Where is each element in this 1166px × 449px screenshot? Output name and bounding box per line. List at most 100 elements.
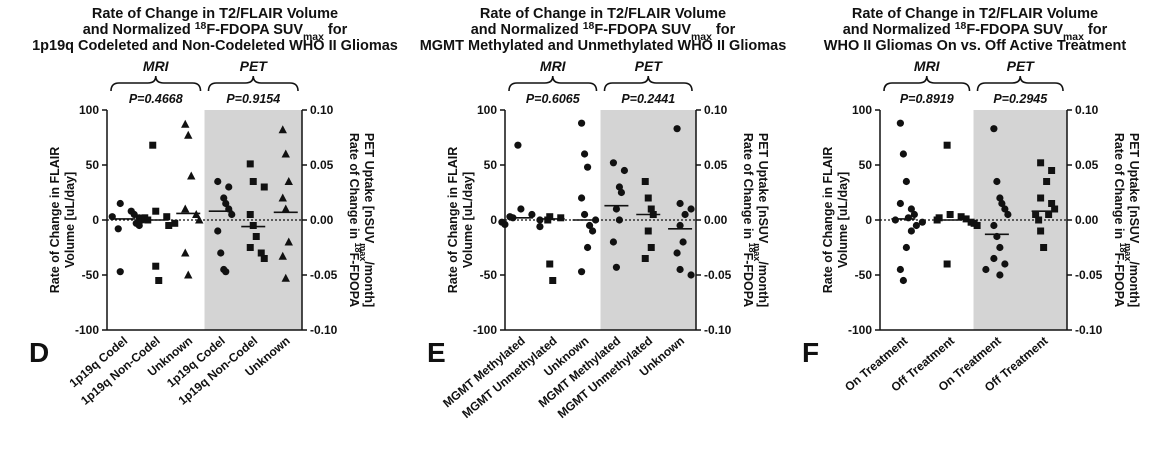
left-tick-label: -100	[75, 323, 99, 337]
data-point-square	[644, 227, 652, 235]
chart-title-line: and Normalized 18F-FDOPA SUVmax for	[83, 21, 348, 43]
right-y-axis-label: PET Uptake [nSUVmax/month]	[752, 133, 770, 307]
data-point-circle	[114, 225, 122, 233]
left-tick-label: 100	[852, 103, 872, 117]
right-tick-label: 0.00	[310, 213, 334, 227]
chart-title-line: and Normalized 18F-FDOPA SUVmax for	[843, 21, 1108, 43]
right-tick-label: -0.05	[310, 268, 338, 282]
data-point-circle	[536, 216, 544, 224]
left-tick-label: 100	[477, 103, 497, 117]
p-value-label: P=0.9154	[226, 92, 280, 106]
data-point-circle	[225, 183, 233, 191]
data-point-square	[1048, 167, 1056, 174]
data-point-circle	[116, 268, 124, 276]
data-point-square	[1037, 159, 1045, 167]
data-point-circle	[907, 205, 915, 213]
data-point-square	[257, 249, 265, 257]
right-tick-label: -0.10	[704, 323, 732, 337]
chart-title-line: WHO II Gliomas On vs. Off Active Treatme…	[824, 38, 1127, 54]
data-point-circle	[996, 271, 1004, 279]
data-point-circle	[982, 265, 990, 274]
data-point-square	[957, 213, 965, 221]
data-point-triangle	[284, 177, 293, 185]
left-tick-label: 100	[79, 103, 99, 117]
p-value-label: P=0.2945	[993, 92, 1048, 106]
data-point-circle	[673, 249, 681, 257]
data-point-square	[644, 194, 652, 202]
chart-title-line: Rate of Change in T2/FLAIR Volume	[480, 6, 726, 22]
data-point-square	[943, 260, 951, 268]
group-brace	[110, 75, 202, 92]
data-point-circle	[588, 227, 597, 235]
left-tick-label: -100	[848, 323, 872, 337]
data-point-square	[152, 262, 160, 270]
data-point-circle	[577, 119, 586, 127]
data-point-circle	[580, 150, 589, 158]
data-point-circle	[687, 205, 695, 213]
data-point-square	[647, 205, 655, 213]
data-point-circle	[214, 177, 222, 186]
group-brace	[603, 75, 693, 92]
left-y-axis-label: Rate of Change in FLAIR	[48, 147, 62, 294]
data-point-circle	[918, 218, 926, 226]
group-brace	[883, 75, 971, 92]
data-point-circle	[585, 221, 594, 230]
p-value-label: P=0.8919	[900, 92, 954, 106]
data-point-circle	[615, 216, 624, 224]
data-point-circle	[679, 238, 687, 246]
left-tick-label: 0	[490, 213, 497, 227]
data-point-circle	[609, 159, 618, 167]
data-point-circle	[676, 199, 684, 208]
data-point-triangle	[181, 119, 190, 128]
p-value-label: P=0.6065	[526, 92, 581, 106]
data-point-square	[1035, 216, 1043, 224]
chart-title-line: Rate of Change in T2/FLAIR Volume	[852, 6, 1098, 22]
data-point-square	[1037, 194, 1045, 202]
data-point-square	[260, 255, 268, 262]
data-point-circle	[673, 125, 681, 133]
chart-title-line: and Normalized 18F-FDOPA SUVmax for	[471, 21, 736, 43]
data-point-circle	[536, 223, 544, 231]
left-y-axis-label: Rate of Change in FLAIR	[446, 147, 460, 294]
data-point-circle	[676, 221, 684, 230]
right-tick-label: -0.10	[310, 323, 338, 337]
right-y-axis-label: Rate of Change in 18F-FDOPA	[347, 133, 363, 307]
data-point-circle	[1001, 205, 1009, 213]
data-point-square	[1040, 244, 1048, 251]
data-point-square	[149, 141, 157, 149]
data-point-square	[973, 222, 981, 229]
data-point-square	[962, 215, 970, 223]
left-tick-label: -50	[480, 268, 498, 282]
right-y-axis-label: Rate of Change in 18F-FDOPA	[1112, 133, 1128, 307]
right-y-axis-label: Rate of Change in 18F-FDOPA	[741, 133, 757, 307]
data-point-circle	[681, 210, 689, 219]
brace-label: PET	[1007, 58, 1036, 74]
data-point-triangle	[278, 251, 287, 260]
data-point-circle	[910, 210, 918, 219]
data-point-circle	[135, 221, 143, 230]
data-point-circle	[577, 268, 586, 276]
data-point-circle	[902, 243, 910, 252]
data-point-square	[155, 277, 163, 284]
data-point-circle	[617, 188, 626, 197]
data-point-square	[171, 219, 179, 227]
data-point-circle	[687, 271, 695, 279]
data-point-square	[152, 207, 160, 215]
data-point-square	[246, 160, 254, 168]
data-point-circle	[214, 227, 222, 235]
data-point-circle	[580, 210, 589, 219]
data-point-circle	[896, 265, 904, 274]
left-tick-label: 0	[92, 213, 99, 227]
data-point-square	[549, 277, 557, 284]
left-tick-label: -50	[855, 268, 873, 282]
right-tick-label: 0.05	[310, 158, 334, 172]
data-point-circle	[996, 243, 1004, 252]
data-point-circle	[899, 150, 907, 158]
data-point-circle	[116, 199, 124, 208]
data-point-circle	[676, 265, 684, 274]
p-value-label: P=0.4668	[129, 92, 183, 106]
left-tick-label: -50	[82, 268, 100, 282]
data-point-square	[1032, 211, 1040, 218]
left-tick-label: 50	[86, 158, 100, 172]
